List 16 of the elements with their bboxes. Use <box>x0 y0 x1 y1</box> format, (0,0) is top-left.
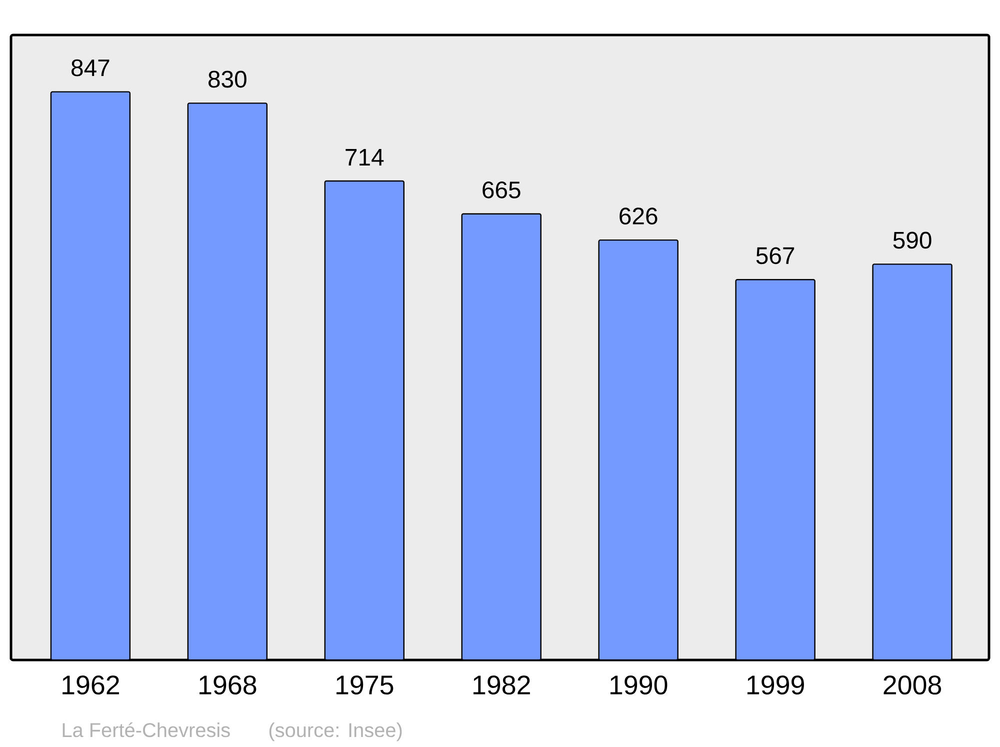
x-tick-label: 1975 <box>336 676 394 695</box>
data-label: 590 <box>893 232 932 249</box>
x-tick-label: 1990 <box>610 676 668 695</box>
x-tick-label: 1999 <box>747 676 804 695</box>
data-label: 714 <box>346 149 384 166</box>
data-label: 626 <box>620 208 658 225</box>
data-label: 847 <box>72 59 110 76</box>
x-tick-label: 1968 <box>200 676 256 695</box>
x-tick-label: 1962 <box>62 676 120 695</box>
x-tick-label: 1982 <box>474 676 530 695</box>
data-label: 567 <box>756 247 794 264</box>
text: La Ferté-Chevresis <box>62 722 230 738</box>
data-label: 665 <box>482 181 520 198</box>
data-label: 830 <box>208 70 246 88</box>
text: (source: Insee) <box>269 722 402 742</box>
x-tick-label: 2008 <box>884 676 942 695</box>
